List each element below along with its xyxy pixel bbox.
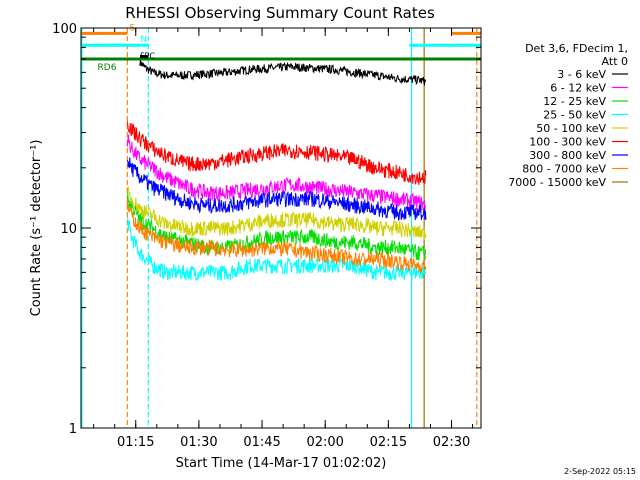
x-tick-label-0: 01:15	[117, 435, 154, 450]
y-axis-label: Count Rate (s⁻¹ detector⁻¹)	[29, 140, 44, 317]
legend-label-1: 6 - 12 keV	[550, 82, 606, 95]
series-line-5	[126, 121, 427, 186]
y-tick-label-0: 1	[69, 422, 77, 437]
x-tick-label-4: 02:15	[370, 435, 407, 450]
y-tick-label-1: 10	[60, 222, 77, 237]
series-layer	[126, 58, 427, 282]
legend-label-4: 50 - 100 keV	[536, 122, 606, 135]
flag-label-1: N	[140, 35, 147, 45]
series-line-6	[126, 157, 427, 222]
y-tick-label-2: 100	[52, 22, 77, 37]
chart-title: RHESSI Observing Summary Count Rates	[125, 4, 435, 22]
x-axis-label: Start Time (14-Mar-17 01:02:02)	[176, 456, 387, 471]
legend-label-6: 300 - 800 keV	[529, 149, 606, 162]
legend-header-0: Det 3,6, FDecim 1,	[525, 42, 628, 55]
x-tick-label-2: 01:45	[243, 435, 280, 450]
series-line-7	[126, 198, 427, 274]
series-line-3	[126, 216, 427, 282]
legend-label-0: 3 - 6 keV	[557, 68, 606, 81]
x-tick-label-5: 02:30	[433, 435, 470, 450]
series-line-0	[139, 58, 427, 86]
series-line-4	[126, 186, 427, 241]
legend-label-8: 7000 - 15000 keV	[508, 176, 606, 189]
footer-date: 2-Sep-2022 05:15	[564, 467, 636, 476]
legend-label-7: 800 - 7000 keV	[522, 163, 606, 176]
legend-label-5: 100 - 300 keV	[529, 136, 606, 149]
legend-header-1: Att 0	[602, 55, 628, 68]
flag-label-2: RD6	[98, 63, 117, 73]
axis-ticks: 01:15 01:30 01:45 02:00 02:15 02:30 1 10 100	[52, 22, 481, 450]
flag-label-3: FPC	[140, 52, 155, 61]
legend-label-2: 12 - 25 keV	[543, 95, 606, 108]
series-line-1	[126, 134, 427, 211]
x-tick-label-3: 02:00	[306, 435, 343, 450]
x-tick-label-1: 01:30	[180, 435, 217, 450]
legend-label-3: 25 - 50 keV	[543, 109, 606, 122]
